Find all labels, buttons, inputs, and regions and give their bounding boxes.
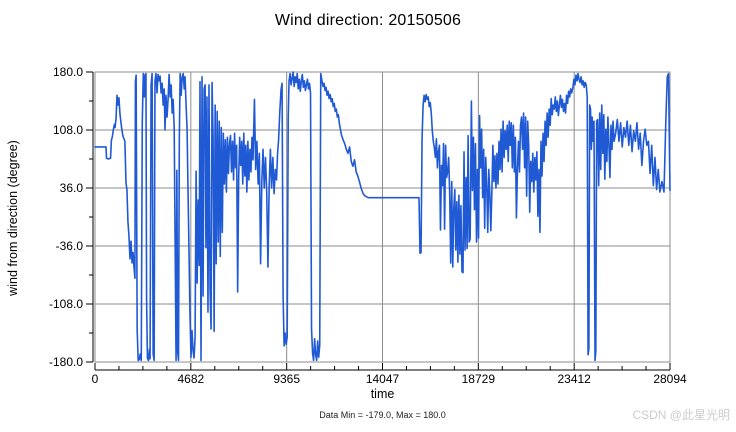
- x-tick-label: 28094: [653, 372, 687, 386]
- x-tick-label: 9365: [273, 372, 300, 386]
- x-tick-label: 4682: [177, 372, 204, 386]
- x-tick-label: 14047: [366, 372, 400, 386]
- y-tick-label: 180.0: [53, 65, 83, 79]
- y-tick-label: -108.0: [49, 297, 83, 311]
- csdn-watermark: CSDN @此星光明: [632, 408, 730, 422]
- chart-title: Wind direction: 20150506: [274, 12, 462, 29]
- x-tick-label: 18729: [462, 372, 496, 386]
- y-tick-label: -180.0: [49, 355, 83, 369]
- x-axis-label: time: [370, 387, 395, 401]
- x-tick-label: 23412: [557, 372, 591, 386]
- wind-direction-series-line: [94, 71, 671, 362]
- data-min-max-note: Data Min = -179.0, Max = 180.0: [319, 410, 446, 420]
- x-tick-label: 0: [92, 372, 99, 386]
- y-tick-label: 108.0: [53, 123, 83, 137]
- y-tick-label: -36.0: [56, 239, 84, 253]
- y-tick-label: 36.0: [60, 181, 84, 195]
